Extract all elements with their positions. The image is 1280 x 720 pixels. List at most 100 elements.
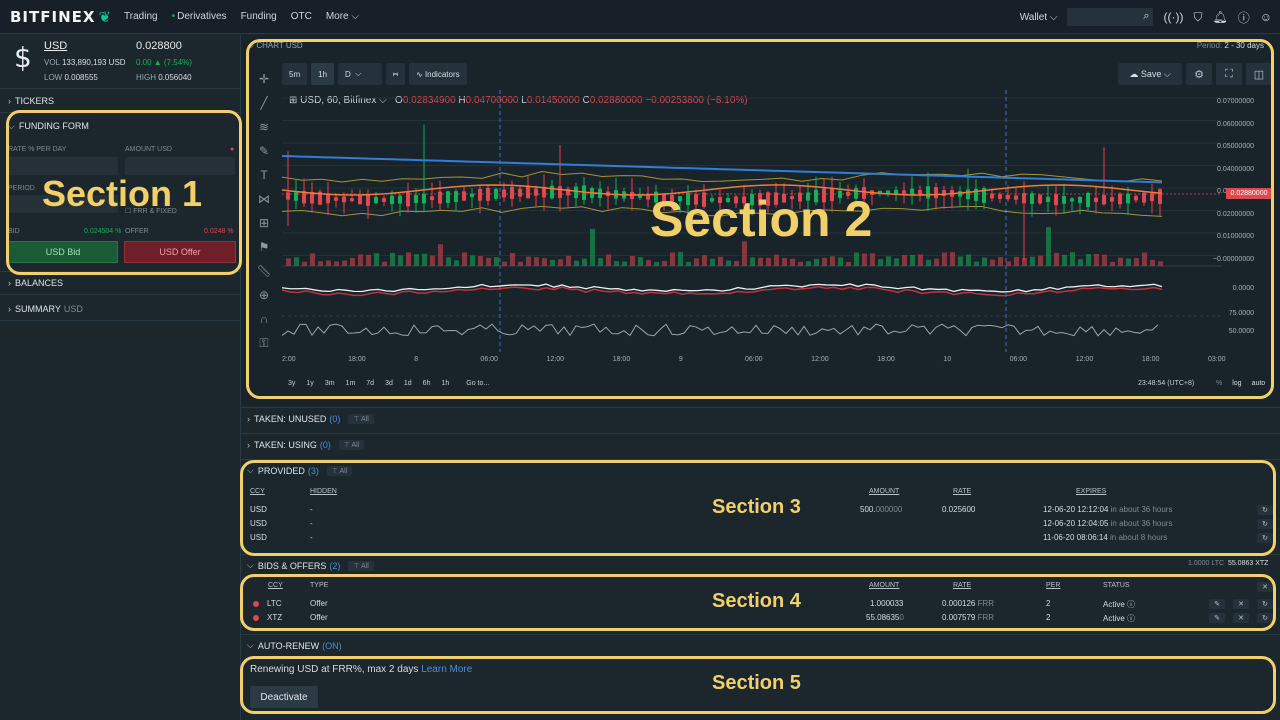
rate-value: 0.000126	[942, 599, 976, 608]
candle-type-icon[interactable]: ⧦	[386, 63, 405, 85]
percent-scale-toggle[interactable]: %	[1216, 380, 1223, 387]
col-rate[interactable]: RATE	[953, 582, 972, 589]
refresh-icon[interactable]: ↻	[1257, 599, 1273, 609]
nav-more[interactable]: More ⌵	[326, 11, 359, 22]
cancel-icon[interactable]: ✕	[1233, 613, 1249, 623]
ticker-symbol[interactable]: USD	[44, 40, 68, 52]
col-amount[interactable]: AMOUNT	[869, 582, 900, 589]
search-input[interactable]: ⌕	[1067, 8, 1154, 26]
interval-1h[interactable]: 1h	[311, 63, 335, 85]
rate-input[interactable]	[8, 157, 118, 175]
tf-1y[interactable]: 1y	[306, 380, 314, 387]
taken-unused-header[interactable]: › TAKEN: UNUSED (0) ⊤ All	[241, 407, 1280, 429]
zoom-icon[interactable]: ⊕	[258, 288, 270, 302]
bids-offers-header[interactable]: ⌵ BIDS & OFFERS (2) ⊤ All	[241, 554, 1280, 576]
lock-icon[interactable]: ⚿	[259, 336, 269, 350]
candle-body	[414, 195, 418, 204]
tf-1h[interactable]: 1h	[441, 380, 450, 387]
wallet-menu[interactable]: Wallet ⌵	[1020, 12, 1058, 23]
edit-icon[interactable]: ✎	[1209, 613, 1225, 623]
user-icon[interactable]: ☺	[1259, 10, 1272, 24]
nav-derivatives[interactable]: • Derivatives	[172, 11, 227, 22]
period-filter[interactable]: Period: 2 - 30 days	[1197, 41, 1264, 50]
auto-scale-toggle[interactable]: auto	[1251, 380, 1266, 387]
trendline-icon[interactable]: ╱	[260, 96, 268, 110]
fullscreen-icon[interactable]: ⛶	[1216, 63, 1242, 85]
legend-plus-icon[interactable]: ⊞	[289, 95, 298, 106]
shield-icon[interactable]: ⛉	[1193, 9, 1203, 24]
interval-dropdown[interactable]: D ⌵	[338, 63, 383, 85]
deactivate-button[interactable]: Deactivate	[250, 686, 318, 708]
bids-offers-filter[interactable]: ⊤ All	[348, 560, 374, 571]
bell-icon[interactable]: 🔔︎	[1212, 10, 1228, 24]
nav-otc[interactable]: OTC	[290, 11, 312, 22]
interval-5m[interactable]: 5m	[282, 63, 308, 85]
log-scale-toggle[interactable]: log	[1232, 380, 1242, 387]
col-status[interactable]: STATUS	[1103, 582, 1130, 589]
magnet-icon[interactable]: ∩	[259, 312, 269, 326]
bitfinex-logo[interactable]: BITFINEX ❦	[10, 8, 112, 26]
frr-fixed-checkbox[interactable]: ☐ FRR & FIXED	[125, 208, 177, 215]
tf-6h[interactable]: 6h	[422, 380, 431, 387]
crosshair-icon[interactable]: ✛	[258, 72, 270, 86]
goto-date[interactable]: Go to...	[466, 380, 490, 387]
col-ccy[interactable]: CCY	[250, 488, 265, 495]
col-amount[interactable]: AMOUNT	[869, 488, 900, 495]
taken-using-filter[interactable]: ⊤ All	[338, 439, 365, 450]
funding-form-header[interactable]: ⌵ FUNDING FORM	[0, 114, 241, 138]
provided-filter[interactable]: ⊤ All	[326, 465, 353, 476]
taken-using-header[interactable]: › TAKEN: USING (0) ⊤ All	[241, 433, 1280, 455]
tf-3m[interactable]: 3m	[324, 380, 335, 387]
tf-3y[interactable]: 3y	[288, 380, 296, 387]
text-icon[interactable]: T	[260, 168, 268, 182]
chevron-down-icon: ⌵	[355, 69, 362, 78]
refresh-icon[interactable]: ↻	[1257, 519, 1273, 529]
amount-decimals: 000000	[875, 505, 903, 514]
balances-section-header[interactable]: › BALANCES	[0, 271, 241, 295]
col-ccy[interactable]: CCY	[268, 582, 283, 589]
price-chart[interactable]	[282, 90, 1222, 352]
volume-bar	[518, 261, 523, 266]
save-layout-button[interactable]: ☁ Save ⌵	[1118, 63, 1182, 85]
settings-icon[interactable]: ⚙	[1186, 63, 1212, 85]
tf-1d[interactable]: 1d	[403, 380, 412, 387]
col-type[interactable]: TYPE	[310, 582, 329, 589]
usd-offer-button[interactable]: USD Offer	[124, 241, 236, 263]
learn-more-link[interactable]: Learn More	[421, 664, 473, 675]
amount-input[interactable]	[125, 157, 235, 175]
legend-symbol[interactable]: USD, 60, Bitfinex	[300, 95, 377, 106]
edit-icon[interactable]: ✎	[1209, 599, 1225, 609]
volume-bar	[366, 254, 371, 266]
col-rate[interactable]: RATE	[953, 488, 972, 495]
cancel-icon[interactable]: ✕	[1233, 599, 1249, 609]
brush-icon[interactable]: ✎	[258, 144, 270, 158]
measure-icon[interactable]: ⊞	[258, 216, 270, 230]
tf-7d[interactable]: 7d	[366, 380, 375, 387]
info-icon[interactable]: ⓘ	[1127, 614, 1136, 623]
tf-3d[interactable]: 3d	[385, 380, 393, 387]
col-hidden[interactable]: HIDDEN	[310, 488, 337, 495]
help-icon[interactable]: ⓘ	[1237, 10, 1250, 25]
period-input[interactable]	[8, 195, 118, 213]
usd-bid-button[interactable]: USD Bid	[8, 241, 118, 263]
snapshot-icon[interactable]: ◫	[1246, 63, 1272, 85]
pattern-icon[interactable]: ⋈	[258, 192, 270, 206]
volume-bar	[878, 259, 883, 266]
flag-icon[interactable]: ⚑	[258, 240, 270, 254]
col-expires[interactable]: EXPIRES	[1076, 488, 1107, 495]
ruler-icon[interactable]: 📏︎	[256, 264, 272, 278]
nav-funding[interactable]: Funding	[240, 11, 277, 22]
taken-unused-filter[interactable]: ⊤ All	[348, 413, 374, 424]
indicators-button[interactable]: ∿ Indicators	[409, 63, 467, 85]
broadcast-icon[interactable]: ((·))	[1163, 10, 1184, 24]
col-per[interactable]: PER	[1046, 582, 1061, 589]
tf-1m[interactable]: 1m	[345, 380, 356, 387]
fib-icon[interactable]: ≋	[258, 120, 270, 134]
info-icon[interactable]: ⓘ	[1127, 600, 1136, 609]
summary-section-header[interactable]: › SUMMARY USD	[0, 297, 241, 321]
refresh-icon[interactable]: ↻	[1257, 533, 1273, 543]
nav-trading[interactable]: Trading	[124, 11, 158, 22]
auto-renew-header[interactable]: ⌵ AUTO-RENEW (ON)	[241, 634, 1280, 656]
candle-body	[1038, 194, 1042, 204]
refresh-icon[interactable]: ↻	[1257, 505, 1273, 515]
